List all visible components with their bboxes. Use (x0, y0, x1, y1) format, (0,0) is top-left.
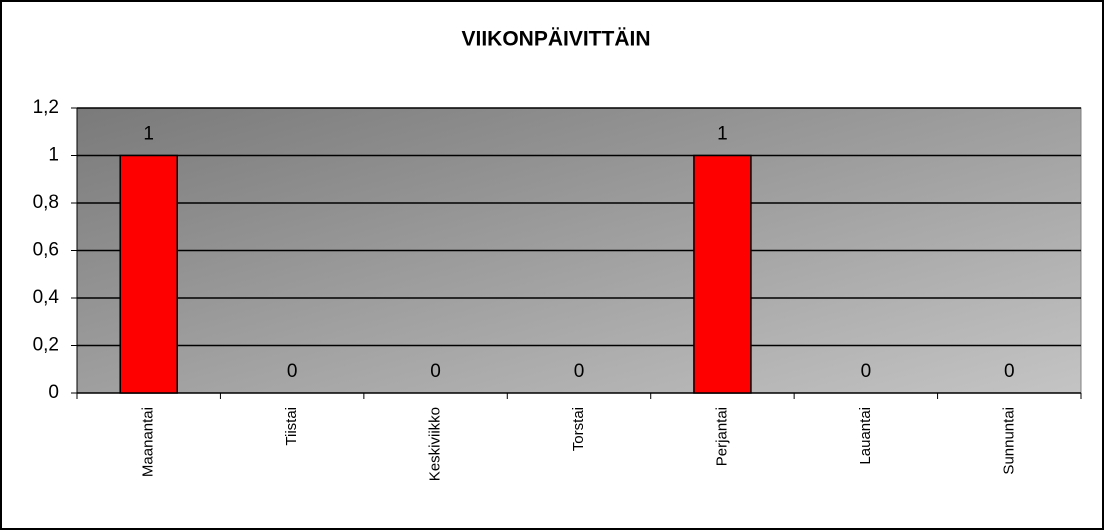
y-tick-label: 0,8 (33, 192, 59, 213)
data-label: 0 (861, 361, 872, 382)
x-tick-label: Maanantai (140, 407, 157, 477)
x-tick-label: Tiistai (283, 407, 300, 446)
y-tick-label: 1,2 (33, 97, 59, 118)
y-tick-label: 0 (48, 382, 59, 403)
data-label: 0 (430, 361, 441, 382)
y-tick-label: 0,2 (33, 335, 59, 356)
data-label: 0 (287, 361, 298, 382)
x-tick-label: Sunnuntai (1000, 407, 1017, 475)
data-label: 1 (143, 124, 154, 145)
bar (119, 154, 178, 394)
data-label: 0 (1004, 361, 1015, 382)
x-tick-label: Torstai (570, 407, 587, 451)
y-tick-label: 0,4 (33, 287, 60, 308)
chart-title: VIIKONPÄIVITTÄIN (461, 28, 650, 51)
x-tick-label: Lauantai (857, 407, 874, 465)
x-tick-label: Keskiviikko (427, 407, 444, 481)
y-tick-label: 0,6 (33, 240, 59, 261)
bar (693, 154, 752, 394)
x-tick-label: Perjantai (713, 407, 730, 466)
data-label: 0 (574, 361, 585, 382)
data-label: 1 (717, 124, 728, 145)
y-tick-label: 1 (48, 145, 59, 166)
